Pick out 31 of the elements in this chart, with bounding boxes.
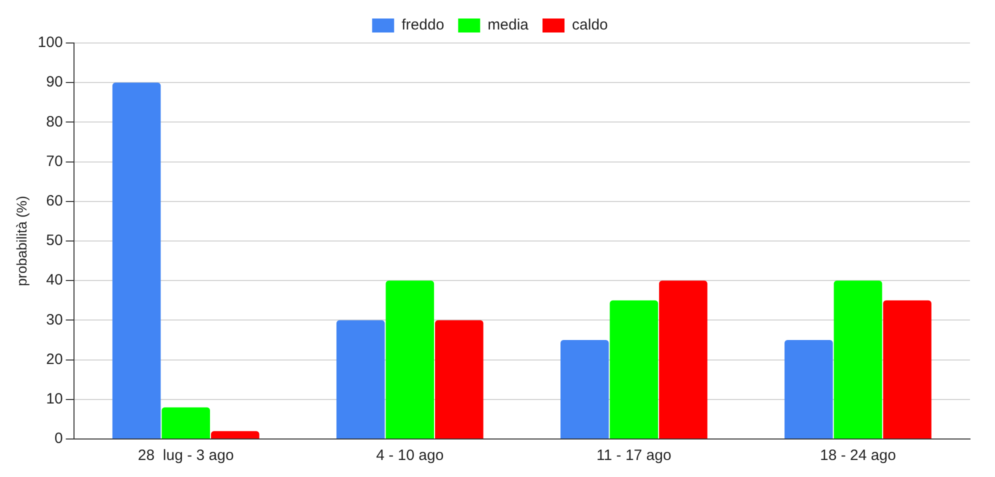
y-tick-label: 70	[46, 152, 63, 170]
y-axis-title: probabilità (%)	[13, 196, 30, 286]
bar	[834, 280, 882, 438]
y-tick-label: 40	[46, 272, 63, 289]
x-tick-label: 4 - 10 ago	[376, 447, 444, 464]
bar	[435, 320, 484, 438]
x-tick-label: 28 lug - 3 ago	[138, 447, 234, 464]
y-tick-label: 30	[46, 311, 63, 328]
bar	[883, 300, 932, 438]
x-tick-label: 11 - 17 ago	[596, 447, 672, 464]
y-tick-label: 100	[38, 34, 63, 52]
y-tick-label: 0	[54, 430, 63, 448]
bar	[336, 320, 385, 438]
bar	[112, 82, 161, 438]
y-tick-label: 20	[46, 350, 63, 368]
legend-label: caldo	[572, 16, 608, 34]
bar	[560, 340, 609, 438]
bar	[610, 300, 658, 438]
bar	[784, 340, 833, 438]
bar	[386, 280, 434, 438]
legend-label: media	[488, 16, 530, 34]
x-tick-label: 18 - 24 ago	[820, 447, 896, 464]
bar	[210, 431, 260, 438]
y-tick-label: 50	[46, 232, 63, 250]
y-tick-label: 60	[46, 192, 63, 210]
legend-label: freddo	[402, 16, 444, 34]
y-tick-label: 80	[46, 113, 63, 130]
y-tick-label: 10	[46, 390, 63, 408]
bar	[659, 280, 708, 438]
y-tick-label: 90	[46, 74, 63, 91]
bar	[162, 407, 210, 438]
